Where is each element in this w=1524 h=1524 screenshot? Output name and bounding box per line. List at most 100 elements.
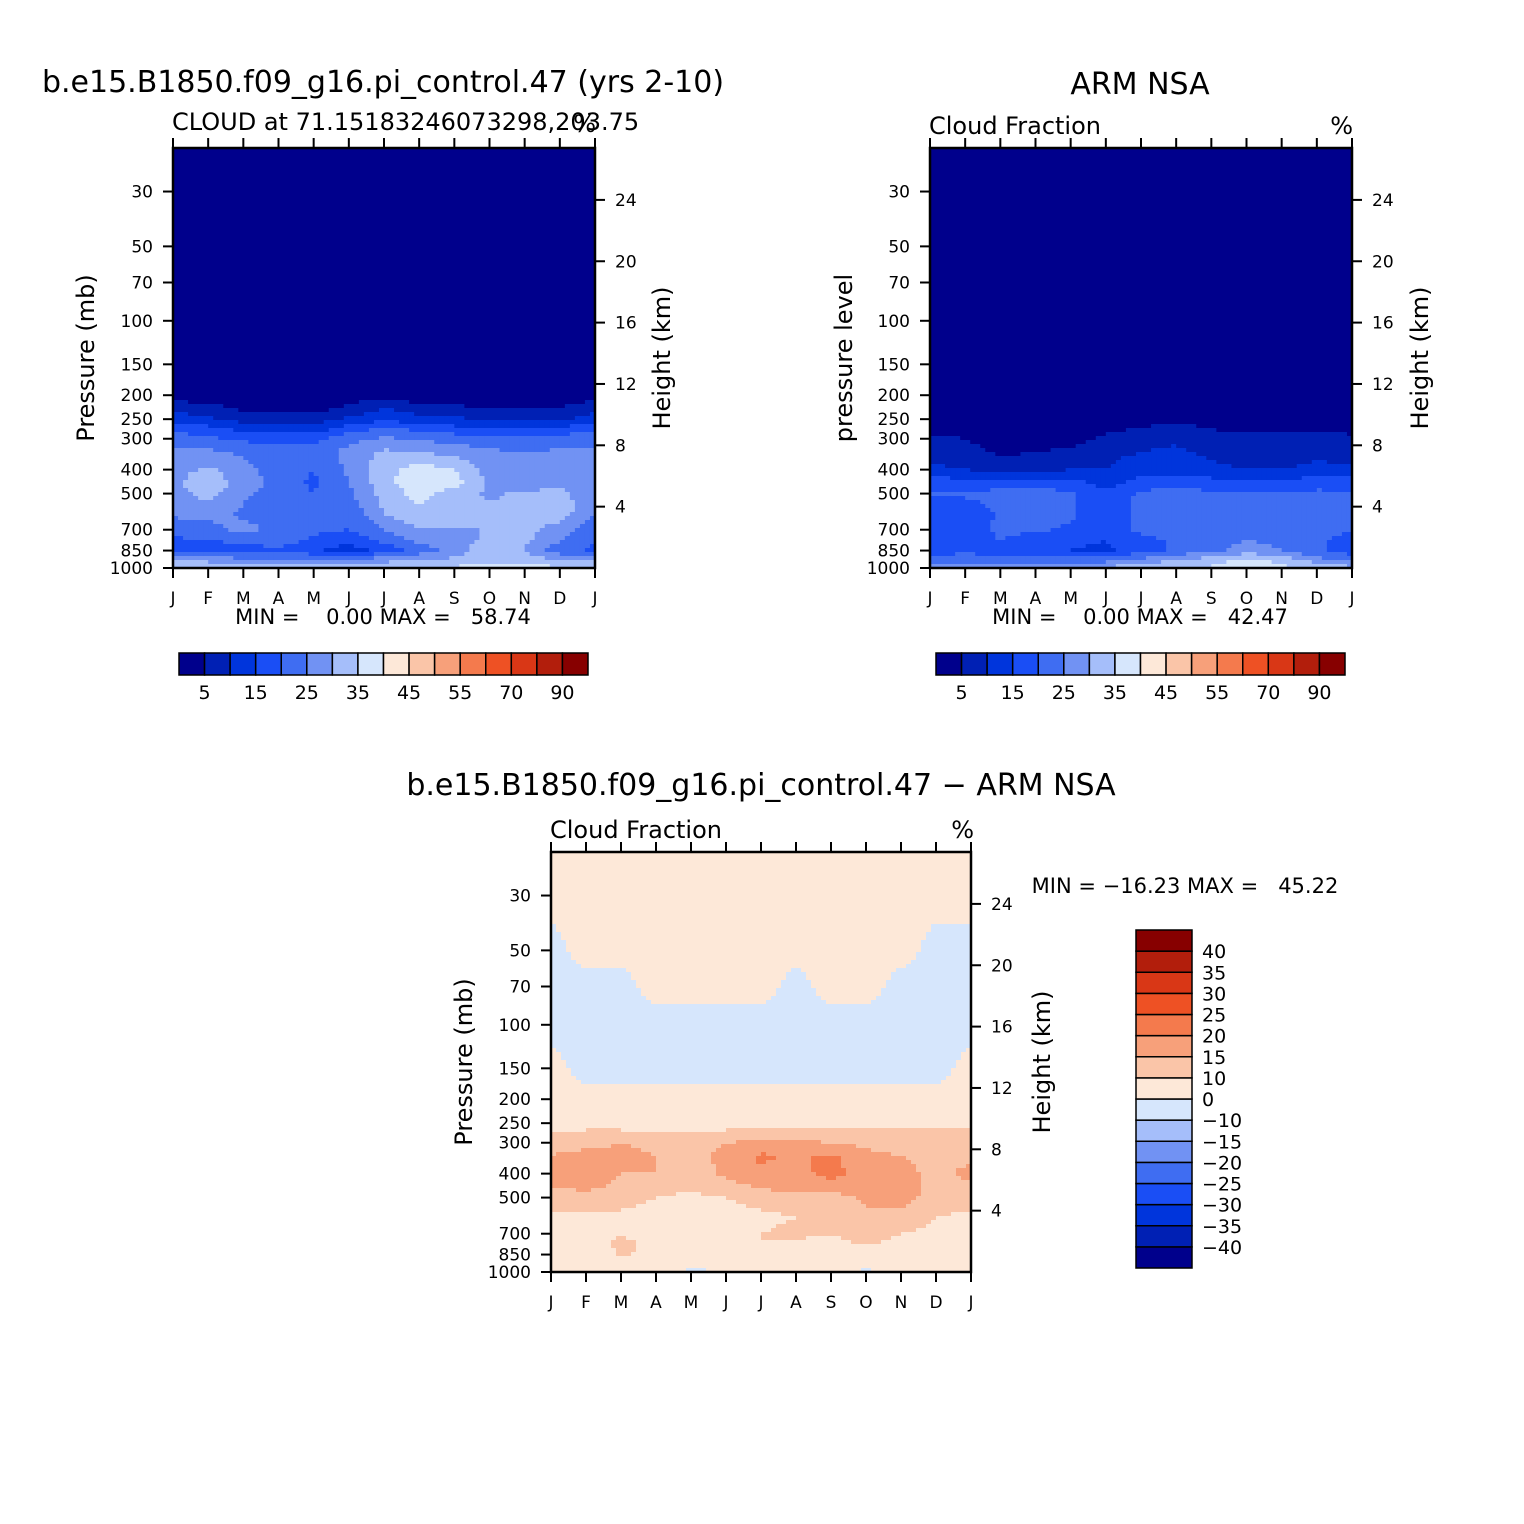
contour-cell <box>308 192 315 197</box>
contour-cell <box>559 296 566 301</box>
contour-cell <box>363 304 370 309</box>
contour-cell <box>389 260 395 265</box>
contour-cell <box>178 236 184 241</box>
contour-cell <box>318 188 325 193</box>
contour-cell <box>444 208 450 213</box>
contour-cell <box>343 300 350 305</box>
contour-cell <box>484 376 491 381</box>
contour-cell <box>258 372 265 377</box>
contour-cell <box>469 308 476 313</box>
contour-cell <box>323 228 330 233</box>
contour-cell <box>524 284 531 289</box>
contour-cell <box>479 376 486 381</box>
contour-cell <box>504 232 511 237</box>
contour-cell <box>414 364 420 369</box>
contour-cell <box>439 156 445 161</box>
contour-cell <box>489 160 496 165</box>
contour-cell <box>258 296 265 301</box>
contour-cell <box>584 244 591 249</box>
contour-cell <box>484 356 491 361</box>
contour-cell <box>238 288 244 293</box>
contour-cell <box>283 256 290 261</box>
contour-cell <box>419 316 425 321</box>
contour-cell <box>454 236 460 241</box>
contour-cell <box>499 288 506 293</box>
contour-cell <box>303 360 310 365</box>
contour-cell <box>409 240 415 245</box>
contour-cell <box>323 216 330 221</box>
contour-cell <box>208 236 214 241</box>
contour-cell <box>529 284 536 289</box>
contour-cell <box>338 256 345 261</box>
contour-cell <box>213 268 219 273</box>
contour-cell <box>333 372 340 377</box>
contour-cell <box>559 320 566 325</box>
contour-cell <box>288 280 295 285</box>
contour-cell <box>409 172 415 177</box>
contour-cell <box>434 256 440 261</box>
contour-cell <box>384 164 390 169</box>
contour-cell <box>298 228 305 233</box>
contour-cell <box>228 164 234 169</box>
contour-cell <box>378 256 385 261</box>
contour-cell <box>363 212 370 217</box>
contour-cell <box>494 360 501 365</box>
contour-cell <box>198 244 204 249</box>
contour-cell <box>318 200 325 205</box>
contour-cell <box>178 188 184 193</box>
contour-cell <box>358 304 365 309</box>
contour-cell <box>293 352 300 357</box>
contour-cell <box>434 272 440 277</box>
contour-cell <box>313 296 320 301</box>
contour-cell <box>363 252 370 257</box>
contour-cell <box>253 180 259 185</box>
contour-cell <box>253 288 259 293</box>
contour-cell <box>559 292 566 297</box>
contour-cell <box>248 280 254 285</box>
contour-cell <box>474 188 481 193</box>
contour-cell <box>238 296 244 301</box>
contour-cell <box>524 228 531 233</box>
contour-cell <box>454 200 460 205</box>
contour-cell <box>208 312 214 317</box>
contour-cell <box>459 304 465 309</box>
contour-cell <box>303 372 310 377</box>
contour-cell <box>444 176 450 181</box>
contour-cell <box>368 168 375 173</box>
contour-cell <box>429 336 435 341</box>
contour-cell <box>323 312 330 317</box>
contour-cell <box>278 248 285 253</box>
contour-cell <box>238 344 244 349</box>
contour-cell <box>228 336 234 341</box>
contour-cell <box>248 288 254 293</box>
contour-cell <box>494 296 501 301</box>
contour-cell <box>338 180 345 185</box>
contour-cell <box>439 364 445 369</box>
contour-cell <box>534 332 541 337</box>
contour-cell <box>539 152 546 157</box>
contour-cell <box>494 152 501 157</box>
contour-cell <box>338 384 345 389</box>
contour-cell <box>514 372 521 377</box>
contour-cell <box>499 340 506 345</box>
contour-cell <box>459 316 465 321</box>
contour-cell <box>208 200 214 205</box>
contour-cell <box>564 304 571 309</box>
contour-cell <box>459 288 465 293</box>
contour-cell <box>283 224 290 229</box>
contour-cell <box>499 260 506 265</box>
contour-cell <box>223 320 229 325</box>
contour-cell <box>454 376 460 381</box>
contour-cell <box>404 332 410 337</box>
contour-cell <box>343 384 350 389</box>
contour-cell <box>193 304 199 309</box>
contour-cell <box>358 216 365 221</box>
contour-cell <box>273 276 280 281</box>
contour-cell <box>519 164 526 169</box>
contour-cell <box>429 196 435 201</box>
contour-cell <box>248 344 254 349</box>
contour-cell <box>539 324 546 329</box>
contour-cell <box>464 180 470 185</box>
contour-cell <box>268 304 275 309</box>
contour-cell <box>328 384 335 389</box>
